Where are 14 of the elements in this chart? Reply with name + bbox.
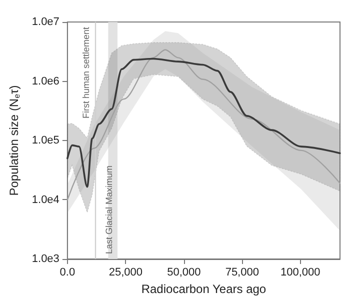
x-axis-title: Radiocarbon Years ago (141, 282, 266, 296)
x-tick-label: 100,000 (280, 266, 320, 278)
band-label: Last Glacial Maximum (104, 165, 114, 254)
x-tick-label: 50,000 (167, 266, 201, 278)
y-tick-label: 1.0e5 (32, 134, 60, 146)
y-tick-label: 1.0e7 (32, 16, 60, 28)
x-tick-label: 0.0 (60, 266, 76, 278)
x-tick-label: 75,000 (225, 266, 259, 278)
ref-line-label: First human settlement (80, 26, 91, 119)
x-tick-label: 25,000 (108, 266, 142, 278)
y-tick-label: 1.0e4 (32, 194, 60, 206)
y-tick-label: 1.0e3 (32, 253, 60, 265)
y-axis-title: Population size (Neτ) (7, 85, 22, 196)
y-tick-label: 1.0e6 (32, 75, 60, 88)
